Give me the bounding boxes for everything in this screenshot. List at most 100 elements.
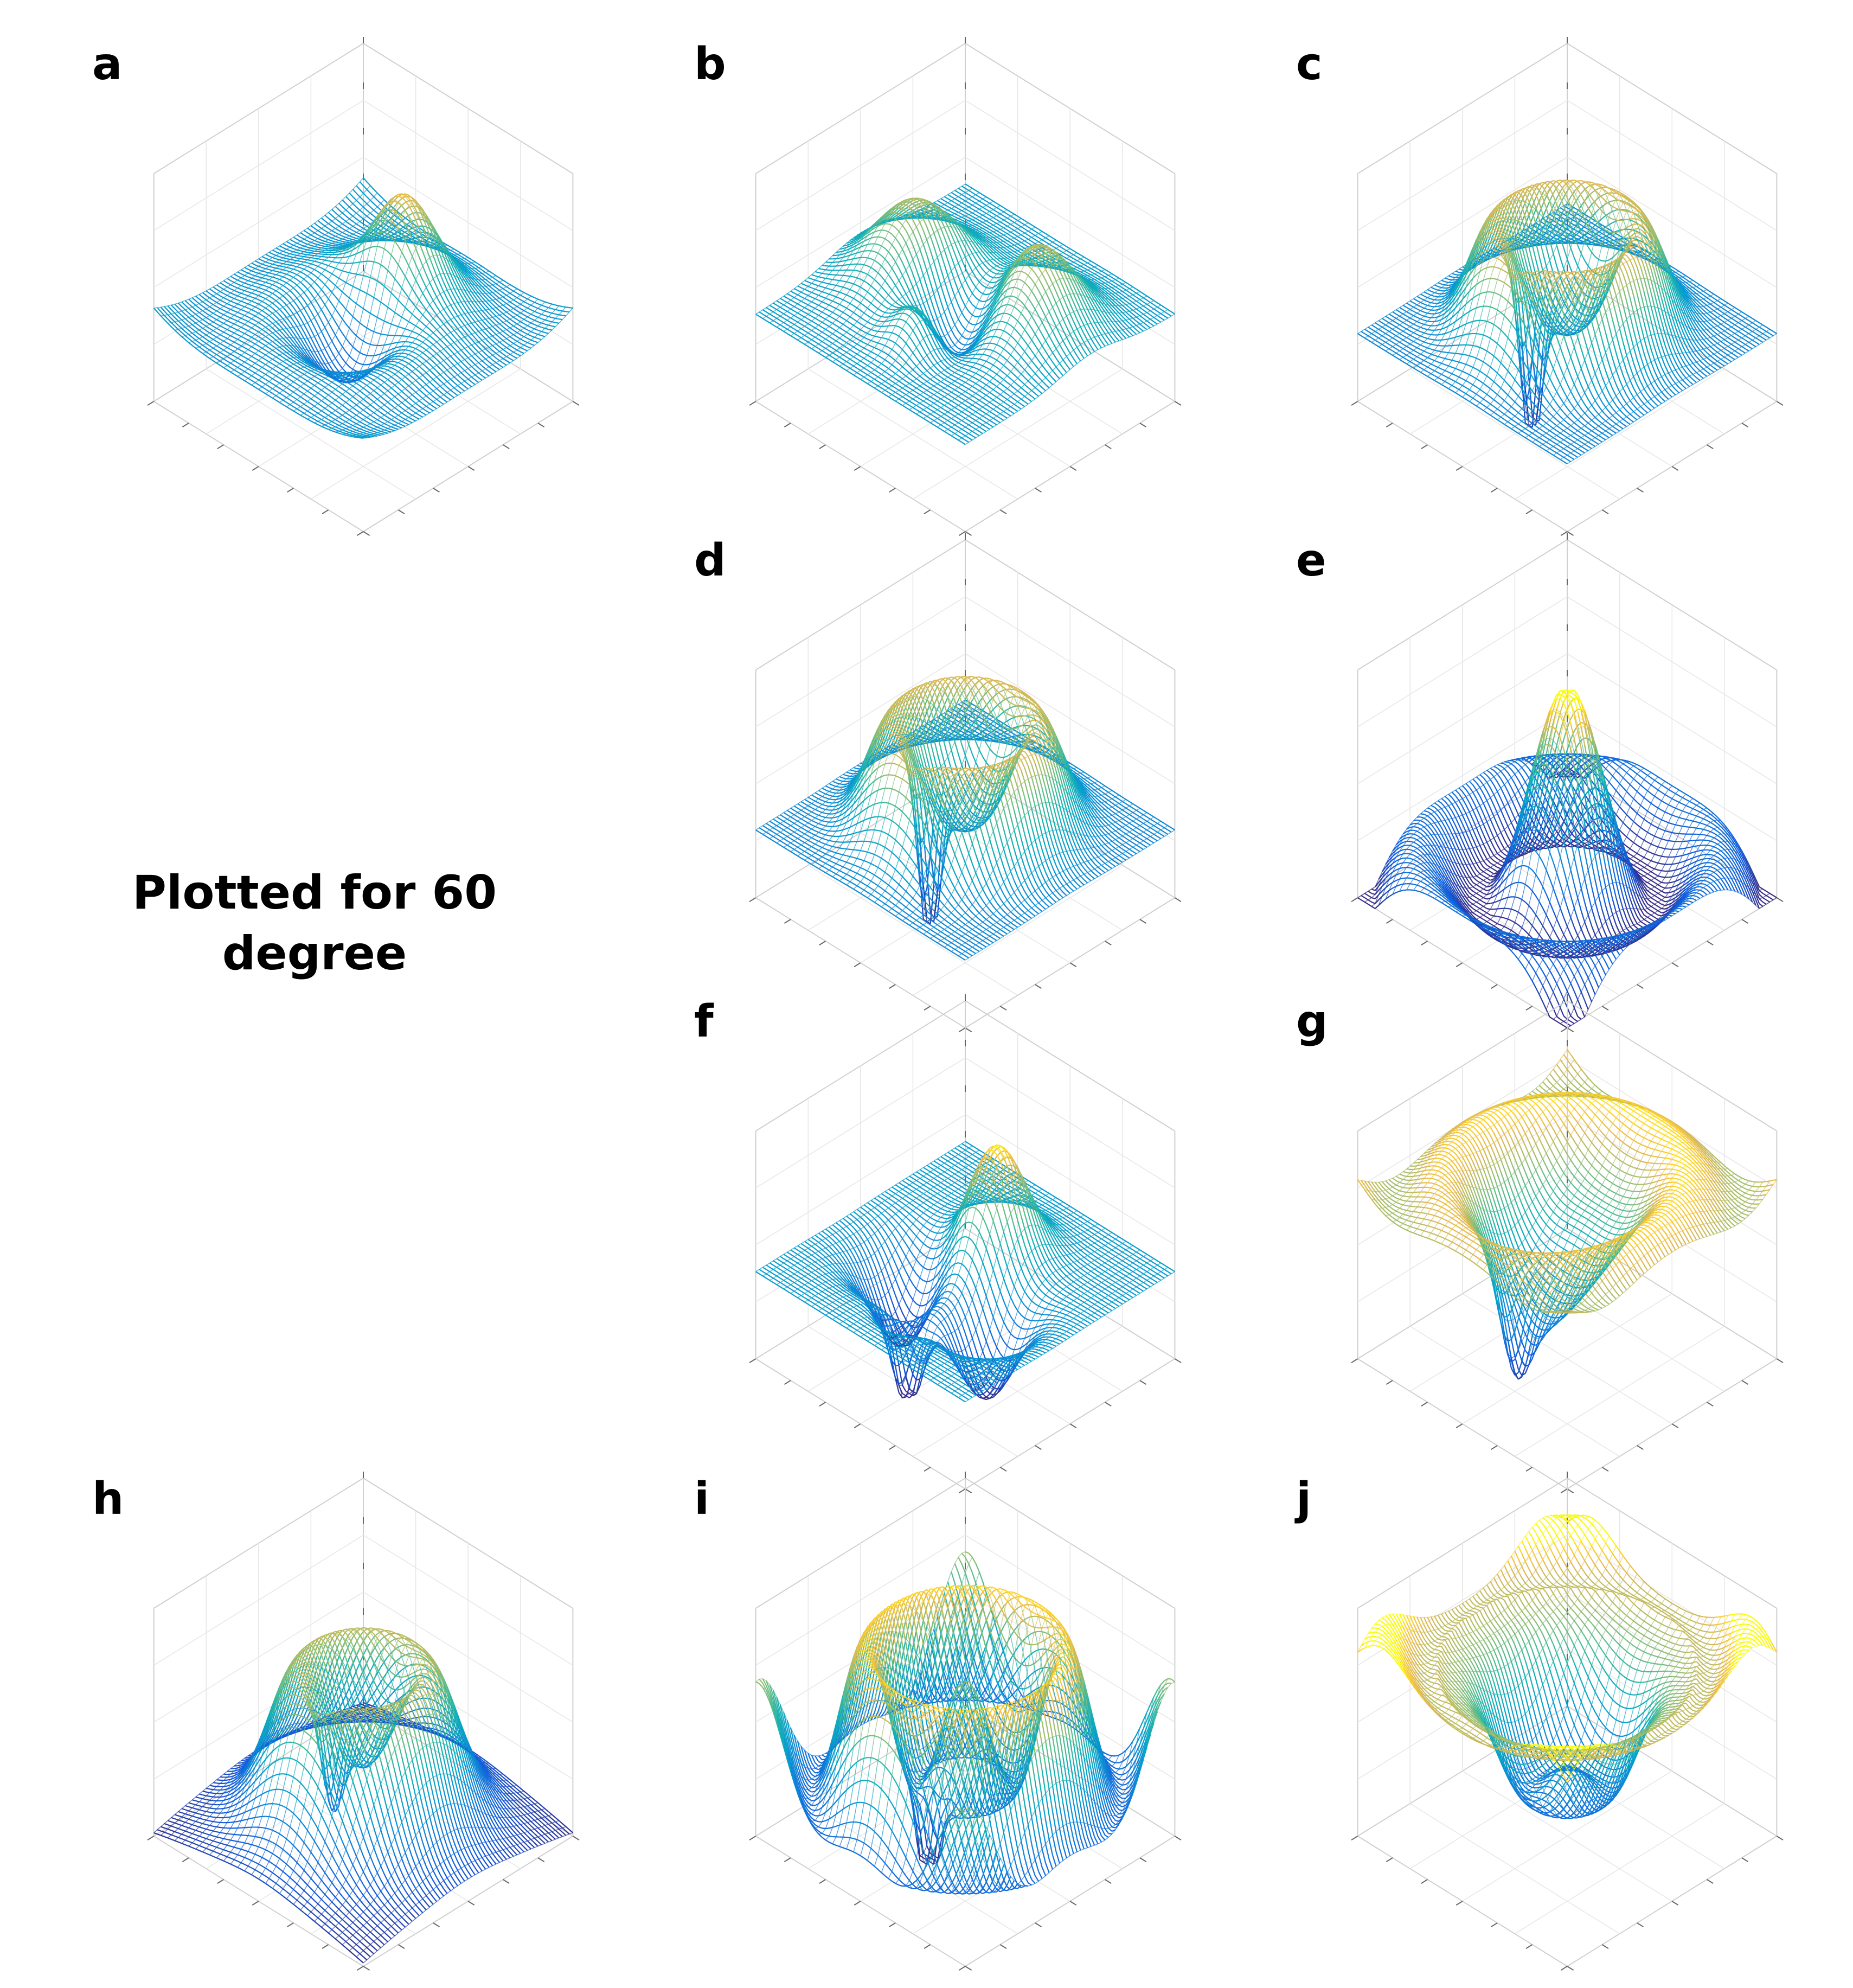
mesh-segment — [286, 267, 290, 269]
mesh-segment — [451, 395, 454, 398]
mesh-segment — [213, 319, 216, 322]
mesh-segment — [412, 377, 415, 380]
mesh-segment — [283, 274, 286, 277]
mesh-segment — [203, 341, 206, 343]
mesh-segment — [276, 386, 279, 388]
mesh-segment — [171, 327, 175, 330]
mesh-segment — [412, 280, 415, 289]
mesh-segment — [367, 328, 370, 330]
mesh-segment — [266, 353, 269, 355]
mesh-segment — [300, 262, 304, 264]
mesh-segment — [300, 303, 304, 308]
mesh-segment — [506, 283, 510, 285]
mesh-segment — [290, 276, 293, 277]
mesh-segment — [325, 231, 328, 233]
mesh-segment — [492, 346, 496, 349]
mesh-segment — [252, 278, 255, 279]
mesh-segment — [398, 327, 401, 328]
mesh-segment — [245, 372, 248, 374]
mesh-segment — [262, 387, 265, 389]
mesh-segment — [444, 400, 447, 402]
mesh-segment — [332, 425, 335, 427]
mesh-segment — [276, 272, 279, 275]
mesh-segment — [290, 285, 293, 288]
mesh-segment — [342, 368, 345, 372]
mesh-segment — [412, 314, 415, 317]
mesh-segment — [318, 351, 321, 358]
mesh-segment — [367, 278, 370, 293]
mesh-segment — [398, 423, 401, 425]
mesh-segment — [482, 277, 485, 279]
mesh-segment — [300, 311, 304, 317]
mesh-segment — [402, 271, 405, 277]
mesh-segment — [454, 289, 457, 296]
mesh-segment — [318, 324, 321, 331]
mesh-segment — [322, 387, 325, 390]
mesh-segment — [238, 353, 241, 355]
mesh-segment — [273, 282, 276, 285]
mesh-segment — [531, 344, 534, 345]
mesh-segment — [329, 274, 332, 279]
mesh-segment — [164, 306, 168, 310]
mesh-segment — [377, 410, 381, 413]
mesh-segment — [339, 392, 342, 394]
mesh-segment — [315, 406, 318, 408]
mesh-segment — [419, 395, 422, 399]
mesh-segment — [283, 283, 286, 285]
mesh-segment — [210, 350, 213, 352]
mesh-segment — [266, 362, 269, 365]
mesh-segment — [318, 390, 321, 393]
mesh-segment — [346, 221, 349, 224]
mesh-segment — [175, 317, 178, 321]
mesh-segment — [300, 241, 304, 243]
mesh-segment — [241, 323, 245, 324]
mesh-segment — [217, 306, 220, 309]
mesh-segment — [238, 288, 241, 290]
mesh-segment — [206, 339, 209, 341]
mesh-segment — [276, 278, 279, 279]
mesh-segment — [329, 238, 332, 240]
mesh-segment — [461, 302, 464, 308]
mesh-segment — [346, 234, 349, 236]
mesh-segment — [363, 379, 367, 381]
mesh-segment — [451, 319, 454, 324]
mesh-segment — [374, 331, 377, 333]
mesh-segment — [307, 237, 311, 239]
mesh-segment — [157, 308, 161, 311]
mesh-segment — [273, 291, 276, 293]
mesh-segment — [223, 323, 227, 325]
mesh-segment — [293, 269, 297, 270]
mesh-segment — [262, 353, 265, 355]
mesh-segment — [422, 375, 426, 379]
mesh-segment — [437, 388, 440, 392]
mesh-segment — [475, 262, 478, 264]
mesh-segment — [262, 329, 265, 331]
mesh-segment — [241, 350, 245, 353]
mesh-segment — [433, 301, 437, 306]
mesh-segment — [409, 314, 412, 322]
mesh-segment — [248, 322, 251, 323]
mesh-segment — [230, 340, 234, 342]
mesh-segment — [266, 374, 269, 376]
mesh-segment — [283, 248, 286, 250]
mesh-segment — [304, 243, 307, 245]
mesh-segment — [499, 361, 503, 363]
mesh-segment — [252, 380, 255, 382]
mesh-segment — [241, 314, 245, 316]
mesh-segment — [234, 286, 238, 288]
mesh-segment — [499, 324, 503, 327]
mesh-segment — [206, 333, 209, 335]
mesh-segment — [374, 210, 377, 213]
mesh-segment — [479, 267, 482, 270]
mesh-segment — [381, 402, 384, 405]
mesh-segment — [318, 239, 321, 240]
mesh-segment — [273, 393, 276, 395]
mesh-segment — [241, 310, 245, 311]
mesh-segment — [220, 348, 223, 350]
mesh-segment — [332, 392, 335, 395]
mesh-segment — [335, 400, 338, 403]
mesh-segment — [374, 193, 377, 197]
mesh-segment — [367, 407, 370, 410]
mesh-segment — [485, 374, 489, 376]
mesh-segment — [318, 228, 321, 231]
